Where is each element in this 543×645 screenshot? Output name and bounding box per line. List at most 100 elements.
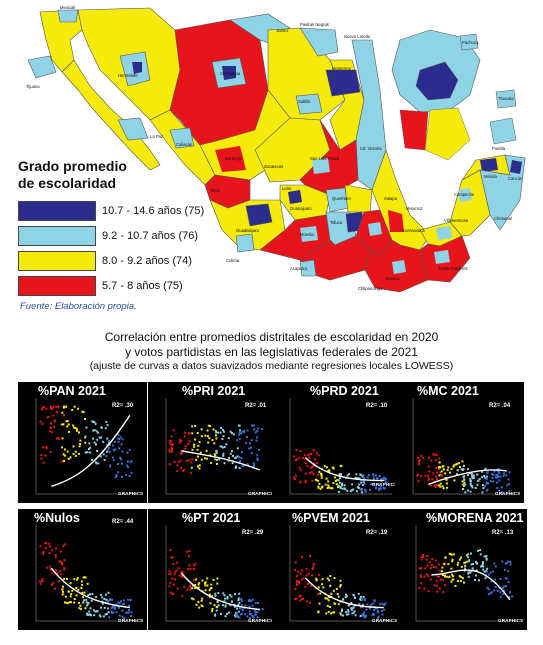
scatter-point bbox=[450, 468, 453, 471]
scatter-point bbox=[171, 577, 174, 580]
scatter-point bbox=[190, 472, 193, 475]
scatter-point bbox=[368, 607, 371, 610]
scatter-point bbox=[308, 457, 311, 459]
panel-prd: %PRD 2021 R2= .10 GRAPHICS bbox=[272, 382, 401, 503]
scatter-point bbox=[241, 430, 244, 433]
scatter-point bbox=[301, 556, 304, 558]
scatter-point bbox=[81, 591, 84, 594]
scatter-point bbox=[41, 406, 44, 409]
scatter-point bbox=[345, 611, 348, 613]
panel-title: %PRD 2021 bbox=[310, 384, 379, 398]
scatter-point bbox=[216, 601, 219, 604]
scatter-point bbox=[106, 437, 109, 440]
scatter-point bbox=[82, 576, 85, 579]
scatter-point bbox=[69, 582, 72, 585]
scatter-point bbox=[66, 602, 69, 605]
lowess-curve bbox=[180, 572, 260, 611]
scatter-point bbox=[117, 437, 120, 440]
scatter-point bbox=[322, 586, 325, 589]
scatter-point bbox=[370, 483, 373, 486]
scatter-point bbox=[463, 581, 465, 584]
scatter-point bbox=[64, 448, 66, 451]
scatter-point bbox=[256, 602, 259, 604]
scatter-point bbox=[217, 592, 220, 595]
scatter-point bbox=[467, 556, 470, 559]
scatter-point bbox=[428, 561, 431, 563]
scatter-point bbox=[383, 608, 385, 611]
source-note: Fuente: Elaboración propia. bbox=[20, 301, 137, 312]
map-city-labels: Mexicali Juarez Tijuana Piedras Negras N… bbox=[26, 5, 523, 291]
lowess-curve bbox=[50, 567, 130, 609]
scatter-point bbox=[338, 473, 341, 476]
scatter-point bbox=[499, 595, 502, 598]
scatter-point bbox=[427, 479, 430, 482]
scatter-point bbox=[214, 592, 217, 595]
legend-label: 5.7 - 8 años (75) bbox=[102, 280, 183, 292]
scatter-point bbox=[327, 599, 330, 602]
scatter-point bbox=[42, 552, 45, 555]
scatter-point bbox=[123, 616, 126, 619]
scatter-point bbox=[200, 458, 203, 461]
panel-brand: GRAPHICS bbox=[248, 491, 274, 496]
scatter-point bbox=[420, 576, 423, 579]
scatter-point bbox=[317, 586, 320, 589]
scatter-point bbox=[350, 608, 353, 611]
scatter-point bbox=[433, 584, 436, 587]
region-tijuana bbox=[27, 55, 57, 79]
scatter-point bbox=[340, 465, 343, 468]
scatter-point bbox=[351, 483, 354, 486]
city-label: Cd. Victoria bbox=[360, 146, 382, 151]
scatter-point bbox=[448, 552, 451, 555]
scatter-point bbox=[456, 563, 459, 566]
lowess-curve bbox=[51, 414, 131, 487]
scatter-point bbox=[325, 466, 328, 469]
region-inset-red bbox=[399, 109, 429, 151]
scatter-point bbox=[65, 420, 68, 423]
scatter-point bbox=[109, 464, 111, 467]
scatter-point bbox=[469, 480, 472, 483]
scatter-point bbox=[468, 472, 471, 475]
scatter-point bbox=[176, 464, 179, 467]
scatter-point bbox=[172, 429, 175, 432]
scatter-point bbox=[438, 466, 441, 469]
scatter-point bbox=[236, 612, 238, 615]
scatter-point bbox=[68, 601, 71, 604]
scatter-point bbox=[349, 490, 352, 493]
scatter-point bbox=[432, 472, 435, 475]
scatter-point bbox=[499, 577, 502, 580]
scatter-point bbox=[248, 617, 251, 620]
scatter-point bbox=[46, 566, 49, 569]
scatter-point bbox=[247, 447, 250, 450]
scatter-plot bbox=[35, 398, 138, 495]
scatter-point bbox=[191, 432, 194, 435]
region-chihuahua-core bbox=[222, 66, 236, 80]
scatter-point bbox=[345, 595, 348, 598]
scatter-point bbox=[100, 593, 103, 596]
scatter-point bbox=[451, 578, 454, 581]
scatter-point bbox=[433, 453, 436, 456]
scatter-point bbox=[323, 465, 326, 468]
scatter-point bbox=[200, 428, 203, 431]
scatter-point bbox=[374, 474, 377, 477]
scatter-point bbox=[176, 561, 179, 564]
scatter-point bbox=[381, 613, 384, 616]
scatter-point bbox=[342, 598, 345, 601]
scatter-point bbox=[359, 615, 362, 617]
scatter-point bbox=[183, 468, 186, 471]
scatter-point bbox=[184, 431, 187, 434]
scatter-point bbox=[303, 454, 306, 457]
scatter-point bbox=[115, 611, 118, 614]
scatter-point bbox=[69, 595, 72, 598]
city-label: Oaxaca bbox=[385, 276, 400, 281]
scatter-point bbox=[446, 469, 449, 472]
scatter-point bbox=[240, 600, 243, 602]
scatter-point bbox=[341, 487, 344, 490]
city-label: Pachuca bbox=[462, 40, 479, 45]
scatter-point bbox=[117, 601, 120, 604]
city-label: Cancún bbox=[508, 176, 523, 181]
scatter-point bbox=[310, 452, 313, 455]
scatter-point bbox=[204, 584, 207, 587]
scatter-point bbox=[190, 466, 193, 469]
scatter-point bbox=[487, 588, 490, 591]
scatter-point bbox=[101, 596, 104, 599]
